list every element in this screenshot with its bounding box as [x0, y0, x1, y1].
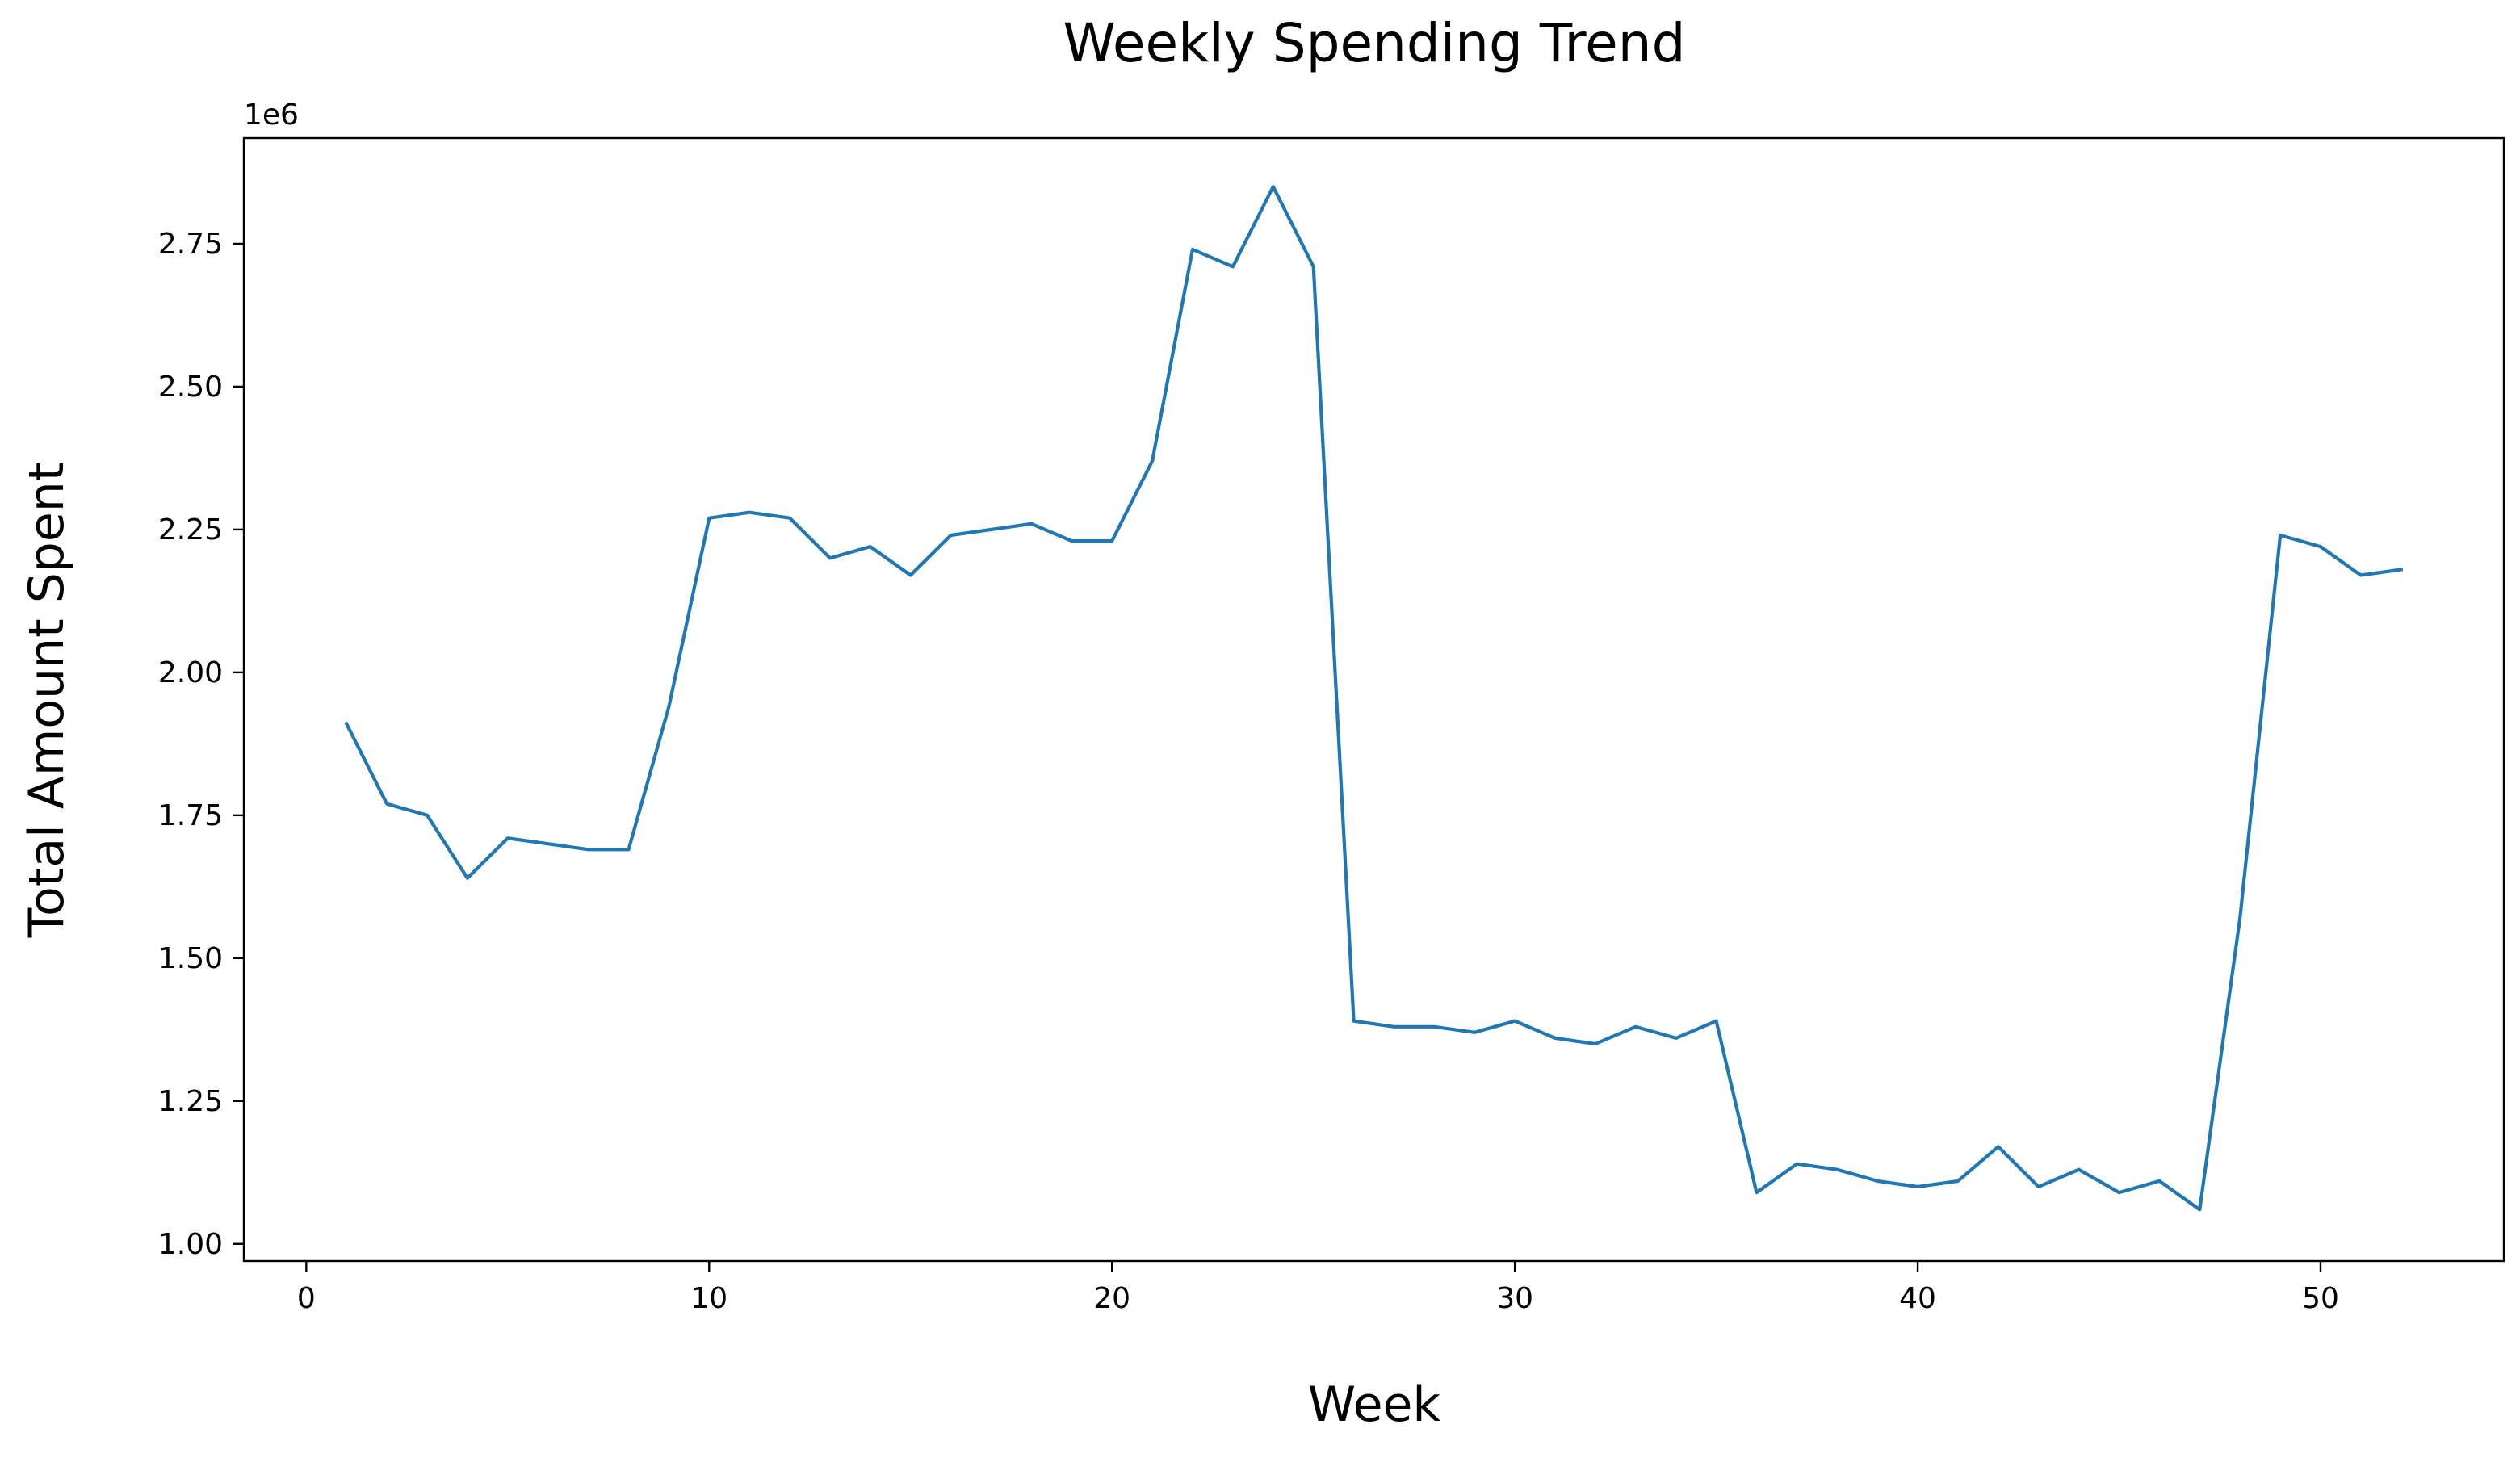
x-tick-label: 20 — [1093, 1282, 1130, 1315]
x-tick-label: 40 — [1899, 1282, 1936, 1315]
x-axis-label: Week — [1308, 1376, 1441, 1433]
series-line — [344, 185, 2404, 1212]
y-tick-label: 2.50 — [158, 371, 223, 404]
y-axis-offset-label: 1e6 — [244, 98, 299, 132]
plot-frame — [242, 136, 2505, 1263]
y-tick-label: 1.25 — [158, 1085, 223, 1118]
x-tick-label: 0 — [297, 1282, 316, 1315]
y-tick-label: 1.75 — [158, 799, 223, 832]
x-tick-label: 50 — [2302, 1282, 2339, 1315]
series-layer — [344, 185, 2404, 1212]
y-tick-label: 2.00 — [158, 656, 223, 689]
chart-title: Weekly Spending Trend — [1063, 12, 1686, 74]
y-tick-label: 2.25 — [158, 513, 223, 547]
y-tick-label: 2.75 — [158, 228, 223, 261]
y-tick-label: 1.50 — [158, 942, 223, 975]
y-axis-label: Total Amount Spent — [19, 463, 75, 939]
x-tick-label: 10 — [690, 1282, 727, 1315]
axes: 0 10 20 30 40 50 1.00 1.25 1.50 1.75 2.00 2.25 2.50 2… — [158, 228, 2339, 1315]
y-tick-label: 1.00 — [158, 1228, 223, 1261]
x-tick-label: 30 — [1496, 1282, 1533, 1315]
